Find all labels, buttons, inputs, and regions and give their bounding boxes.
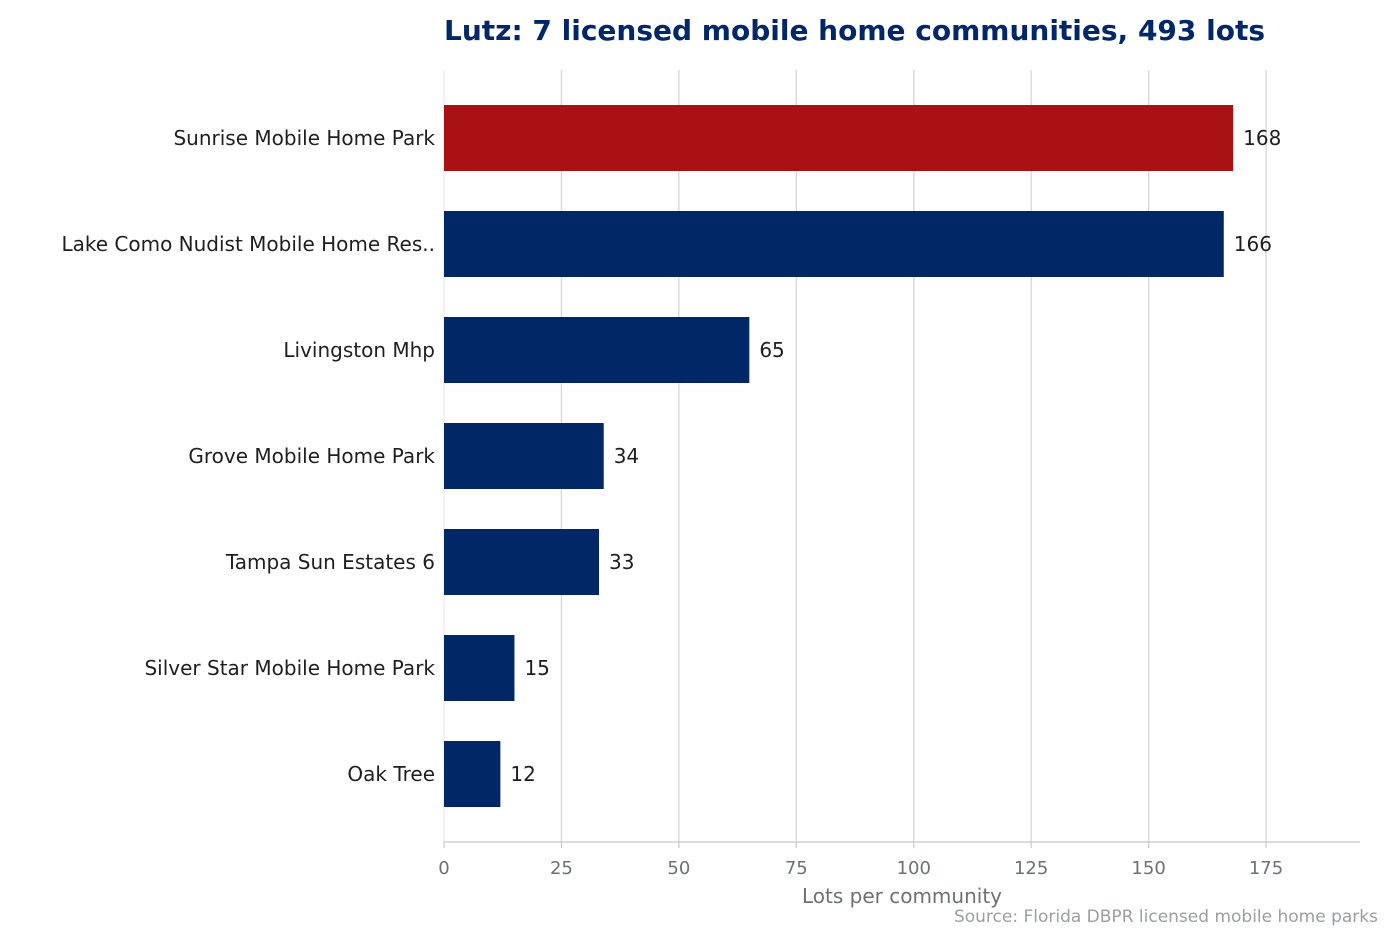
category-label: Sunrise Mobile Home Park [173, 126, 435, 150]
data-label: 33 [609, 550, 634, 574]
x-axis-title: Lots per community [802, 884, 1002, 908]
category-label: Lake Como Nudist Mobile Home Res.. [61, 232, 435, 256]
bar [444, 211, 1224, 277]
bar [444, 741, 501, 807]
grid-lines [443, 70, 1267, 842]
bar [444, 529, 600, 595]
data-label: 168 [1243, 126, 1281, 150]
source-note: Source: Florida DBPR licensed mobile hom… [954, 907, 1378, 927]
data-label: 65 [759, 338, 784, 362]
chart-title: Lutz: 7 licensed mobile home communities… [444, 14, 1265, 47]
x-tick-label: 0 [438, 858, 449, 879]
category-label: Tampa Sun Estates 6 [225, 550, 435, 574]
x-tick-label: 50 [667, 858, 690, 879]
x-axis-ticks: 0 25 50 75 100 125 150 175 [438, 842, 1283, 879]
x-tick-label: 150 [1131, 858, 1165, 879]
bar [444, 105, 1234, 171]
data-label: 166 [1234, 232, 1272, 256]
bar [444, 635, 515, 701]
value-labels: 168 166 65 34 33 15 12 [510, 126, 1281, 786]
category-label: Silver Star Mobile Home Park [144, 656, 435, 680]
x-tick-label: 125 [1014, 858, 1048, 879]
data-label: 12 [510, 762, 535, 786]
category-label: Oak Tree [347, 762, 435, 786]
x-tick-label: 175 [1249, 858, 1283, 879]
bars [444, 105, 1234, 807]
bar [444, 423, 604, 489]
x-tick-label: 75 [785, 858, 808, 879]
x-tick-label: 25 [550, 858, 573, 879]
data-label: 15 [524, 656, 549, 680]
category-label: Livingston Mhp [283, 338, 435, 362]
data-label: 34 [614, 444, 639, 468]
bar [444, 317, 750, 383]
category-labels: Sunrise Mobile Home Park Lake Como Nudist… [61, 126, 435, 786]
category-label: Grove Mobile Home Park [188, 444, 435, 468]
x-tick-label: 100 [897, 858, 931, 879]
